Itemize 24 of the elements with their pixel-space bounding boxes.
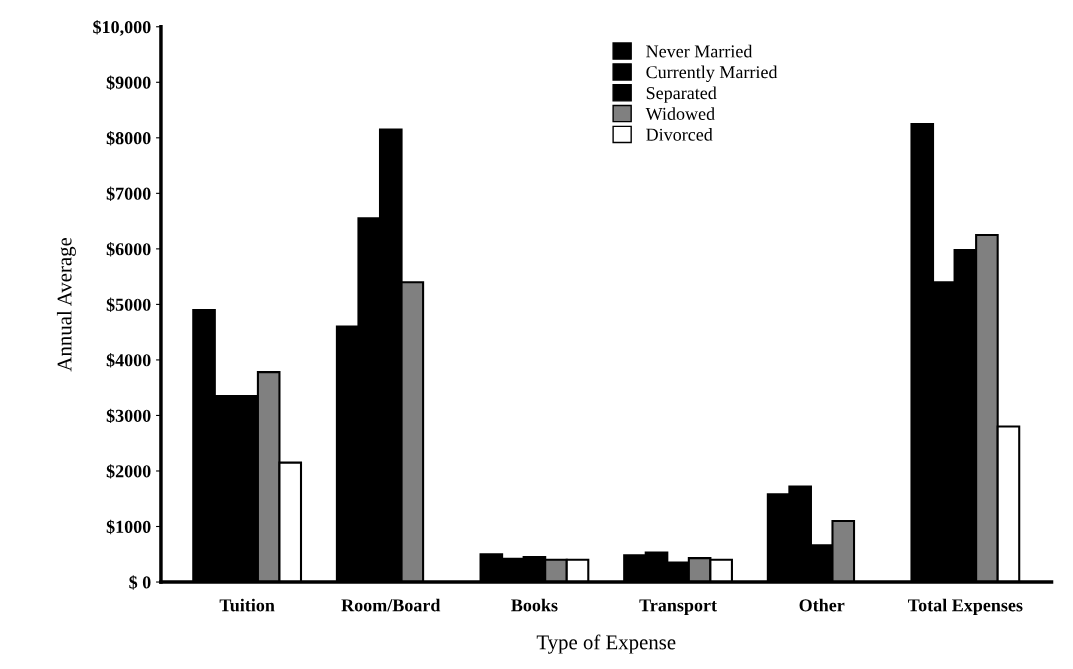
y-tick-label: $7000: [106, 186, 151, 201]
y-tick-label: $8000: [106, 131, 151, 146]
y-tick-label: $9000: [106, 75, 151, 90]
x-tick-label: Tuition: [219, 598, 275, 612]
y-tick-label: $10,000: [93, 19, 151, 36]
y-tick-label: $ 0: [129, 575, 151, 590]
y-tick-label: $2000: [106, 464, 151, 479]
x-tick-label: Room/Board: [341, 598, 441, 612]
x-tick-label: Books: [511, 598, 558, 612]
legend-label: Separated: [646, 86, 717, 103]
x-tick-label: Other: [799, 598, 845, 612]
y-tick-label: $5000: [106, 297, 151, 313]
x-axis-title: Type of Expense: [536, 634, 676, 654]
legend-label: Widowed: [645, 107, 715, 121]
x-tick-label: Transport: [639, 599, 717, 616]
legend-label: Currently Married: [646, 65, 778, 82]
legend-label: Never Married: [646, 44, 753, 58]
x-tick-label: Total Expenses: [908, 598, 1023, 616]
y-axis-title: Annual Average: [56, 237, 76, 372]
y-tick-label: $1000: [106, 519, 151, 535]
y-tick-label: $6000: [106, 242, 151, 257]
y-tick-label: $3000: [106, 408, 151, 424]
legend-label: Divorced: [646, 128, 713, 141]
y-tick-label: $4000: [106, 353, 151, 368]
